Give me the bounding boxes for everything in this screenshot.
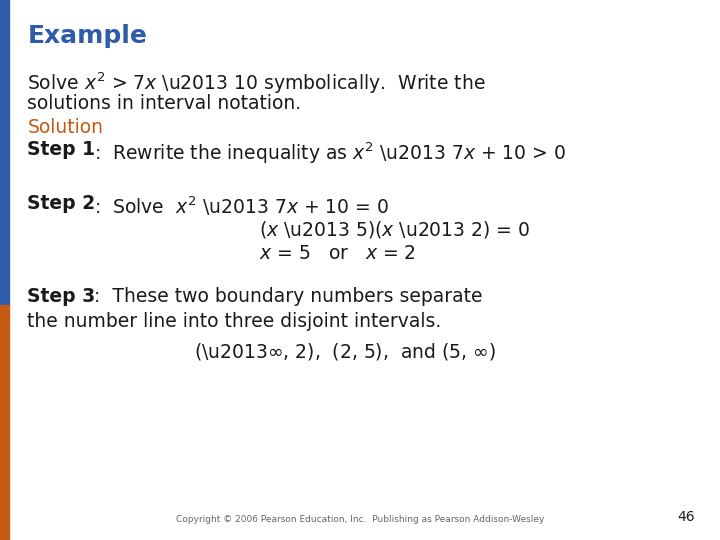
Text: Step 3: Step 3 bbox=[27, 287, 96, 306]
Text: the number line into three disjoint intervals.: the number line into three disjoint inte… bbox=[27, 312, 441, 331]
Text: Solve $\mathit{x}^2$ > 7$\mathit{x}$ \u2013 10 symbolically.  Write the: Solve $\mathit{x}^2$ > 7$\mathit{x}$ \u2… bbox=[27, 70, 486, 96]
Text: 46: 46 bbox=[678, 510, 695, 524]
Text: ($\mathit{x}$ \u2013 5)($\mathit{x}$ \u2013 2) = 0: ($\mathit{x}$ \u2013 5)($\mathit{x}$ \u2… bbox=[259, 219, 531, 240]
Text: Step 1: Step 1 bbox=[27, 140, 95, 159]
Text: solutions in interval notation.: solutions in interval notation. bbox=[27, 94, 302, 113]
Text: $\mathit{x}$ = 5   or   $\mathit{x}$ = 2: $\mathit{x}$ = 5 or $\mathit{x}$ = 2 bbox=[259, 244, 416, 263]
Text: Copyright © 2006 Pearson Education, Inc.  Publishing as Pearson Addison-Wesley: Copyright © 2006 Pearson Education, Inc.… bbox=[176, 515, 544, 524]
Text: :  Solve  $\mathit{x}^2$ \u2013 7$\mathit{x}$ + 10 = 0: : Solve $\mathit{x}^2$ \u2013 7$\mathit{… bbox=[94, 194, 389, 218]
Text: Solution: Solution bbox=[27, 118, 104, 137]
Text: Example: Example bbox=[27, 24, 147, 48]
Text: Step 2: Step 2 bbox=[27, 194, 96, 213]
Text: :  Rewrite the inequality as $\mathit{x}^2$ \u2013 7$\mathit{x}$ + 10 > 0: : Rewrite the inequality as $\mathit{x}^… bbox=[94, 140, 566, 166]
Text: :  These two boundary numbers separate: : These two boundary numbers separate bbox=[94, 287, 482, 306]
Text: (\u2013$\infty$, 2),  (2, 5),  and (5, $\infty$): (\u2013$\infty$, 2), (2, 5), and (5, $\i… bbox=[194, 341, 496, 362]
